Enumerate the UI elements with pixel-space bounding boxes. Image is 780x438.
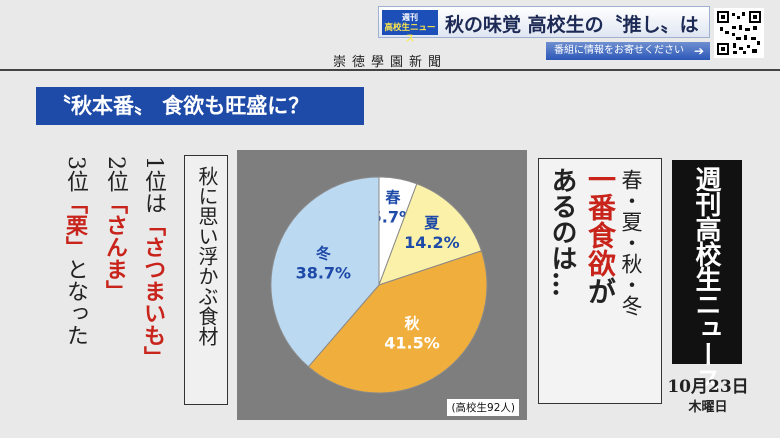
question-highlight: 一番食欲 [584,165,617,277]
rank-3-line: 3位「栗」となった [62,156,88,346]
banner-top: 週刊 高校生ニュース 秋の味覚 高校生の〝推し〟は [378,6,710,44]
caption-box: 秋に思い浮かぶ食材 [184,155,228,405]
question-line-1: 春・夏・秋・冬 [619,169,643,316]
newspaper-name: 崇徳學園新聞 [332,55,447,70]
rank-1-item: 「さつまいも」 [140,214,166,368]
pie-slice-2 [307,250,488,394]
arrow-right-icon: ➔ [693,44,704,58]
rank-3-item: 「栗」 [62,192,88,258]
question-particle: が [584,277,617,305]
pie-slice-1 [378,183,483,286]
slice-value-1: 14.2% [404,233,460,252]
slice-label-1: 夏 [423,214,440,232]
question-line-3: あるのは… [547,167,577,297]
rank-2-prefix: 2位 [103,156,128,192]
pie-slice-3 [270,176,380,368]
rank-1-line: 1位は「さつまいも」 [140,156,166,368]
slice-value-2: 41.5% [384,333,440,352]
question-box: 春・夏・秋・冬 一番食欲が あるのは… [538,158,662,404]
slice-label-3: 冬 [316,244,331,262]
logo-line1: 週刊 [402,13,418,22]
rank-3-suffix: となった [63,258,88,346]
info-request-label: 番組に情報をお寄せください [554,45,684,56]
banner-title: 秋の味覚 高校生の〝推し〟は [445,14,699,36]
sample-size-note: (高校生92人) [447,399,519,416]
chart-panel: 春 5.7% 夏 14.2% 秋 41.5% 冬 38.7% (高校生92人) [237,150,527,420]
logo-line2: 高校生ニュース [384,23,436,44]
headline: 〝秋本番〟 食欲も旺盛に？ [36,87,364,125]
rank-1-prefix: 1位は [141,156,166,214]
header-divider [0,69,780,71]
info-request-link[interactable]: 番組に情報をお寄せください ➔ [546,42,710,60]
news-banner: 週刊 高校生ニュース 秋の味覚 高校生の〝推し〟は 番組に情報をお寄せください … [378,6,710,60]
question-line-2: 一番食欲が [583,165,617,305]
rank-2-line: 2位「さんま」 [102,156,128,302]
pie-chart: 春5.7% 夏14.2%秋41.5%冬38.7% [270,176,488,394]
qr-code-icon[interactable] [714,8,764,58]
rank-2-item: 「さんま」 [102,192,128,302]
weekly-nameplate: 週刊高校生ニュース [672,160,742,391]
program-logo: 週刊 高校生ニュース [382,10,438,44]
slice-label-0: 春 [385,188,400,206]
rank-3-prefix: 3位 [63,156,88,192]
weekly-name: 週刊高校生ニュース [691,166,721,391]
issue-weekday: 木曜日 [688,400,728,415]
caption-text: 秋に思い浮かぶ食材 [195,166,219,346]
slice-label-2: 秋 [405,314,421,332]
issue-date: 10月23日 [667,377,749,397]
slice-value-3: 38.7% [296,263,352,282]
